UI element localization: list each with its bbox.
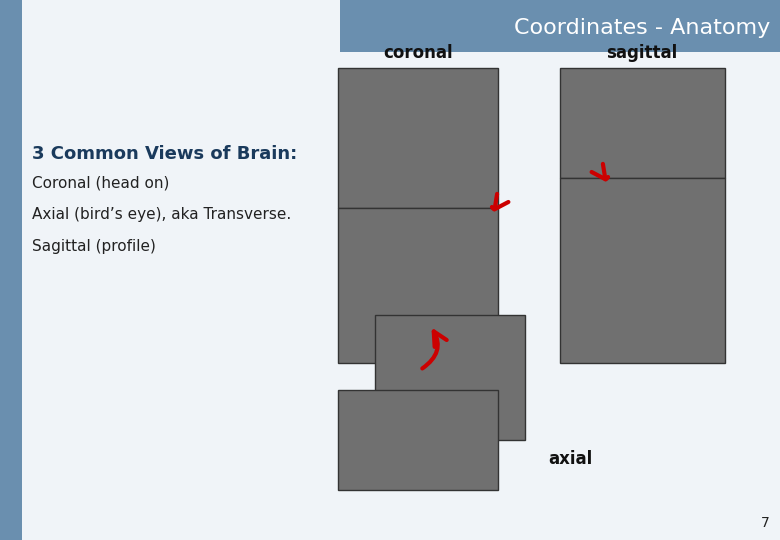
FancyBboxPatch shape — [340, 0, 780, 52]
FancyBboxPatch shape — [338, 68, 498, 208]
Text: coronal: coronal — [383, 44, 453, 62]
FancyBboxPatch shape — [375, 315, 525, 440]
Text: Coronal (head on): Coronal (head on) — [32, 175, 169, 190]
Text: 7: 7 — [761, 516, 770, 530]
FancyBboxPatch shape — [338, 390, 498, 490]
FancyBboxPatch shape — [338, 208, 498, 363]
Text: 3 Common Views of Brain:: 3 Common Views of Brain: — [32, 145, 297, 163]
Text: Coordinates - Anatomy: Coordinates - Anatomy — [514, 18, 770, 38]
Text: axial: axial — [548, 450, 592, 468]
FancyBboxPatch shape — [0, 0, 22, 540]
Text: Axial (bird’s eye), aka Transverse.: Axial (bird’s eye), aka Transverse. — [32, 207, 291, 222]
FancyBboxPatch shape — [560, 68, 725, 178]
FancyBboxPatch shape — [560, 178, 725, 363]
Text: Sagittal (profile): Sagittal (profile) — [32, 239, 156, 254]
Text: sagittal: sagittal — [606, 44, 678, 62]
